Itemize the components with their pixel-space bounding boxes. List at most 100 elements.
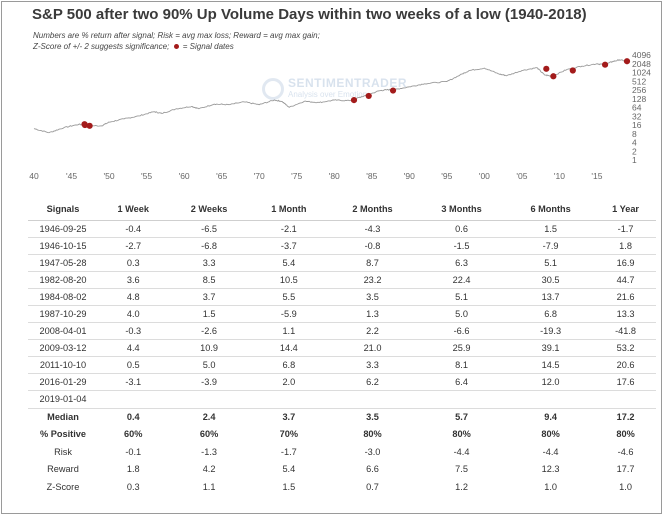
x-tick-label: '70 [254, 171, 265, 181]
table-row: 2011-10-10 0.5 5.0 6.8 3.3 8.1 14.5 20.6 [28, 356, 656, 375]
column-header: Signals [28, 199, 98, 221]
return-cell: 4.0 [98, 305, 169, 324]
table-row: 1984-08-02 4.8 3.7 5.5 3.5 5.1 13.7 21.6 [28, 288, 656, 306]
signal-point [86, 122, 93, 129]
return-cell: 3.3 [168, 254, 250, 272]
table-row: 2016-01-29 -3.1 -3.9 2.0 6.2 6.4 12.0 17.6 [28, 373, 656, 392]
signal-date-cell: 1947-05-28 [28, 254, 98, 272]
watermark-name: SENTIMENTRADER [288, 76, 408, 90]
return-cell: -19.3 [506, 322, 596, 341]
return-cell: -3.9 [168, 373, 250, 392]
summary-label: % Positive [40, 429, 86, 440]
summary-cell: 1.0 [544, 481, 557, 492]
summary-cell: 5.7 [417, 407, 507, 426]
signal-date-cell: 2016-01-29 [28, 373, 98, 392]
summary-cell: 0.7 [366, 481, 379, 492]
summary-label: Risk [54, 446, 72, 457]
summary-cell: 3.7 [249, 407, 328, 426]
return-cell: 44.7 [595, 271, 656, 289]
x-tick-label: '60 [179, 171, 190, 181]
signal-point [350, 97, 358, 104]
summary-cell: 1.0 [619, 481, 632, 492]
return-cell: 2.0 [249, 373, 328, 392]
return-cell [595, 390, 656, 409]
table-row: 2008-04-01 -0.3 -2.6 1.1 2.2 -6.6 -19.3 -41.8 [28, 322, 656, 341]
table-row: 1946-10-15 -2.7 -6.8 -3.7 -0.8 -1.5 -7.9 1.8 [28, 237, 656, 255]
return-cell: 13.7 [506, 288, 596, 306]
signal-dot-legend-icon [173, 43, 179, 49]
column-header: 1 Week [98, 199, 169, 221]
summary-cell: -1.7 [280, 446, 297, 457]
return-cell: 8.7 [327, 254, 418, 272]
return-cell: -5.9 [249, 305, 328, 324]
return-cell: -4.3 [327, 220, 418, 238]
return-cell: -0.3 [98, 322, 169, 341]
y-tick-label: 4096 [632, 50, 651, 60]
watermark-text: SENTIMENTRADER Analysis over Emotion [288, 76, 408, 100]
signal-date-cell: 2009-03-12 [28, 339, 98, 358]
summary-cell: -4.4 [542, 446, 559, 457]
return-cell: 0.3 [98, 254, 169, 272]
return-cell: -2.6 [168, 322, 250, 341]
summary-cell: 7.5 [455, 464, 468, 475]
y-tick-label: 2 [632, 146, 637, 156]
signals-table: Signals 1 Week 2 Weeks 1 Month 2 Months 3 Mon… [28, 199, 656, 496]
x-tick-label: '15 [591, 171, 602, 181]
x-tick-label: '45 [66, 171, 77, 181]
return-cell: 5.0 [168, 356, 250, 375]
signal-point [389, 87, 397, 94]
signal-date-cell: 2008-04-01 [28, 322, 98, 341]
x-tick-label: '10 [554, 171, 565, 181]
signal-point [569, 67, 576, 74]
signal-date-cell: 1946-09-25 [28, 220, 98, 238]
table-header-row: Signals 1 Week 2 Weeks 1 Month 2 Months 3 Mon… [28, 199, 656, 221]
y-tick-label: 2048 [632, 59, 651, 69]
column-header: 1 Year [595, 199, 656, 221]
table-body: 1946-09-25 -0.4 -6.5 -2.1 -4.3 0.6 1.5 -1.7 1946… [28, 220, 656, 496]
return-cell: 10.9 [168, 339, 250, 358]
return-cell: 6.3 [417, 254, 507, 272]
return-cell: 6.8 [506, 305, 596, 324]
chart-notes: Numbers are % return after signal; Risk … [33, 30, 320, 52]
summary-cell: 1.2 [455, 481, 468, 492]
return-cell: -41.8 [595, 322, 656, 341]
y-tick-label: 64 [632, 103, 642, 113]
summary-cell: 80% [452, 429, 471, 440]
return-cell: 21.6 [595, 288, 656, 306]
y-tick-label: 4 [632, 138, 637, 148]
return-cell [327, 390, 418, 409]
return-cell: 1.8 [595, 237, 656, 255]
x-tick-label: '55 [141, 171, 152, 181]
summary-cell: 12.3 [541, 464, 560, 475]
summary-cell: 60% [199, 429, 219, 440]
return-cell: -6.8 [168, 237, 250, 255]
return-cell: 1.1 [249, 322, 328, 341]
return-cell [249, 390, 328, 409]
return-cell [168, 390, 250, 409]
return-cell: 5.1 [506, 254, 596, 272]
x-tick-label: '90 [404, 171, 415, 181]
return-cell: 3.3 [327, 356, 418, 375]
return-cell: -6.5 [168, 220, 250, 238]
summary-row: % Positive 60% 60% 70% 80% 80% 80% 80% [28, 426, 656, 444]
return-cell: 14.5 [506, 356, 596, 375]
return-cell [98, 390, 169, 409]
notes-line-1: Numbers are % return after signal; Risk … [33, 31, 320, 40]
y-tick-label: 32 [632, 111, 642, 121]
return-cell: 5.5 [249, 288, 328, 306]
return-cell: 3.5 [327, 288, 418, 306]
return-cell: 0.5 [98, 356, 169, 375]
y-tick-label: 8 [632, 129, 637, 139]
x-tick-label: '85 [366, 171, 377, 181]
y-tick-label: 1024 [632, 68, 651, 78]
column-header: 2 Weeks [168, 199, 250, 221]
return-cell: 1.5 [506, 220, 596, 238]
signal-date-cell: 2019-01-04 [28, 390, 98, 409]
return-cell: 6.8 [249, 356, 328, 375]
summary-label: Z-Score [46, 481, 80, 492]
return-cell: 3.7 [168, 288, 250, 306]
return-cell: 23.2 [327, 271, 418, 289]
summary-cell: 2.4 [168, 407, 250, 426]
table-row: 1947-05-28 0.3 3.3 5.4 8.7 6.3 5.1 16.9 [28, 254, 656, 272]
return-cell: -7.9 [506, 237, 596, 255]
